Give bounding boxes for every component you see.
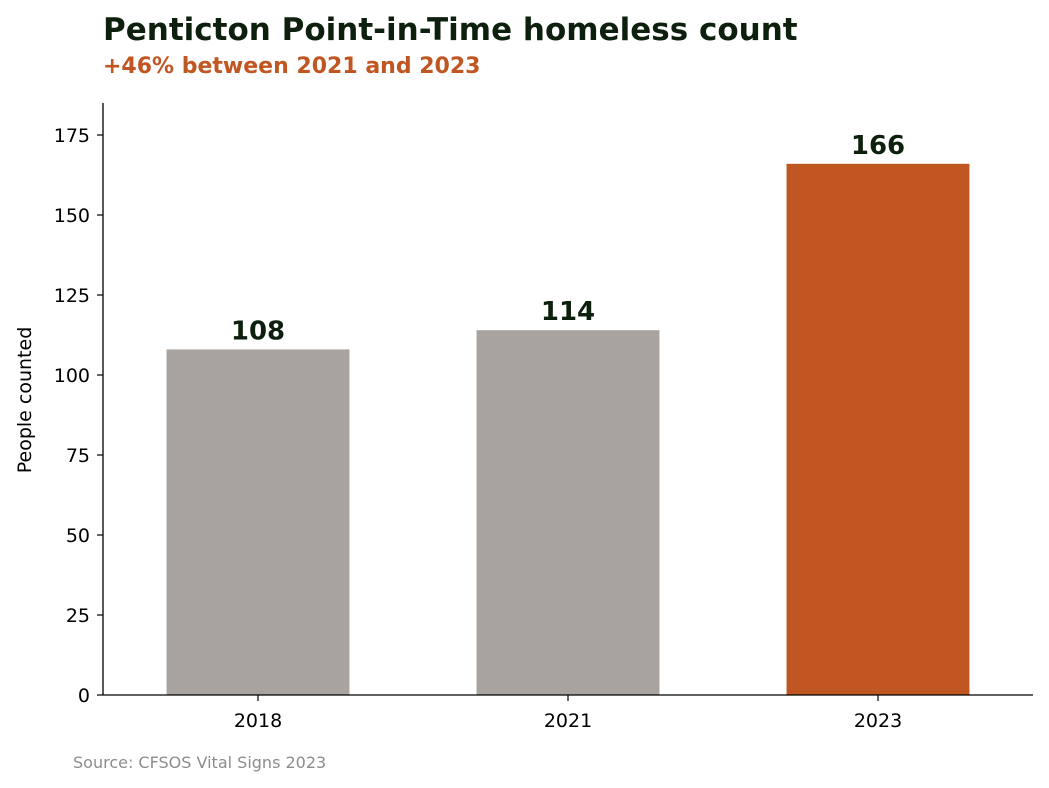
y-tick-label-100: 100 — [54, 365, 90, 387]
x-tick-label-2023: 2023 — [854, 710, 902, 732]
y-axis-label: People counted — [14, 327, 36, 474]
value-label-2018: 108 — [231, 316, 285, 346]
chart-subtitle: +46% between 2021 and 2023 — [103, 54, 481, 79]
y-ticks-layer: 0 25 50 75 100 125 150 175 — [54, 125, 103, 707]
bar-2023 — [786, 163, 970, 696]
x-ticks-layer: 2018 2021 2023 — [234, 695, 902, 732]
bar-2018 — [166, 349, 350, 695]
bars-layer — [166, 163, 970, 696]
value-labels-layer: 108 114 166 — [231, 131, 905, 347]
y-tick-label-125: 125 — [54, 285, 90, 307]
y-tick-label-150: 150 — [54, 205, 90, 227]
x-tick-label-2021: 2021 — [544, 710, 592, 732]
y-tick-label-75: 75 — [66, 445, 90, 467]
bar-2021 — [476, 330, 660, 695]
value-label-2023: 166 — [851, 131, 905, 161]
x-tick-label-2018: 2018 — [234, 710, 282, 732]
value-label-2021: 114 — [541, 297, 595, 327]
source-note: Source: CFSOS Vital Signs 2023 — [73, 753, 327, 772]
chart-title: Penticton Point-in-Time homeless count — [103, 12, 798, 48]
y-tick-label-50: 50 — [66, 525, 90, 547]
y-tick-label-175: 175 — [54, 125, 90, 147]
y-tick-label-0: 0 — [78, 685, 90, 707]
y-tick-label-25: 25 — [66, 605, 90, 627]
